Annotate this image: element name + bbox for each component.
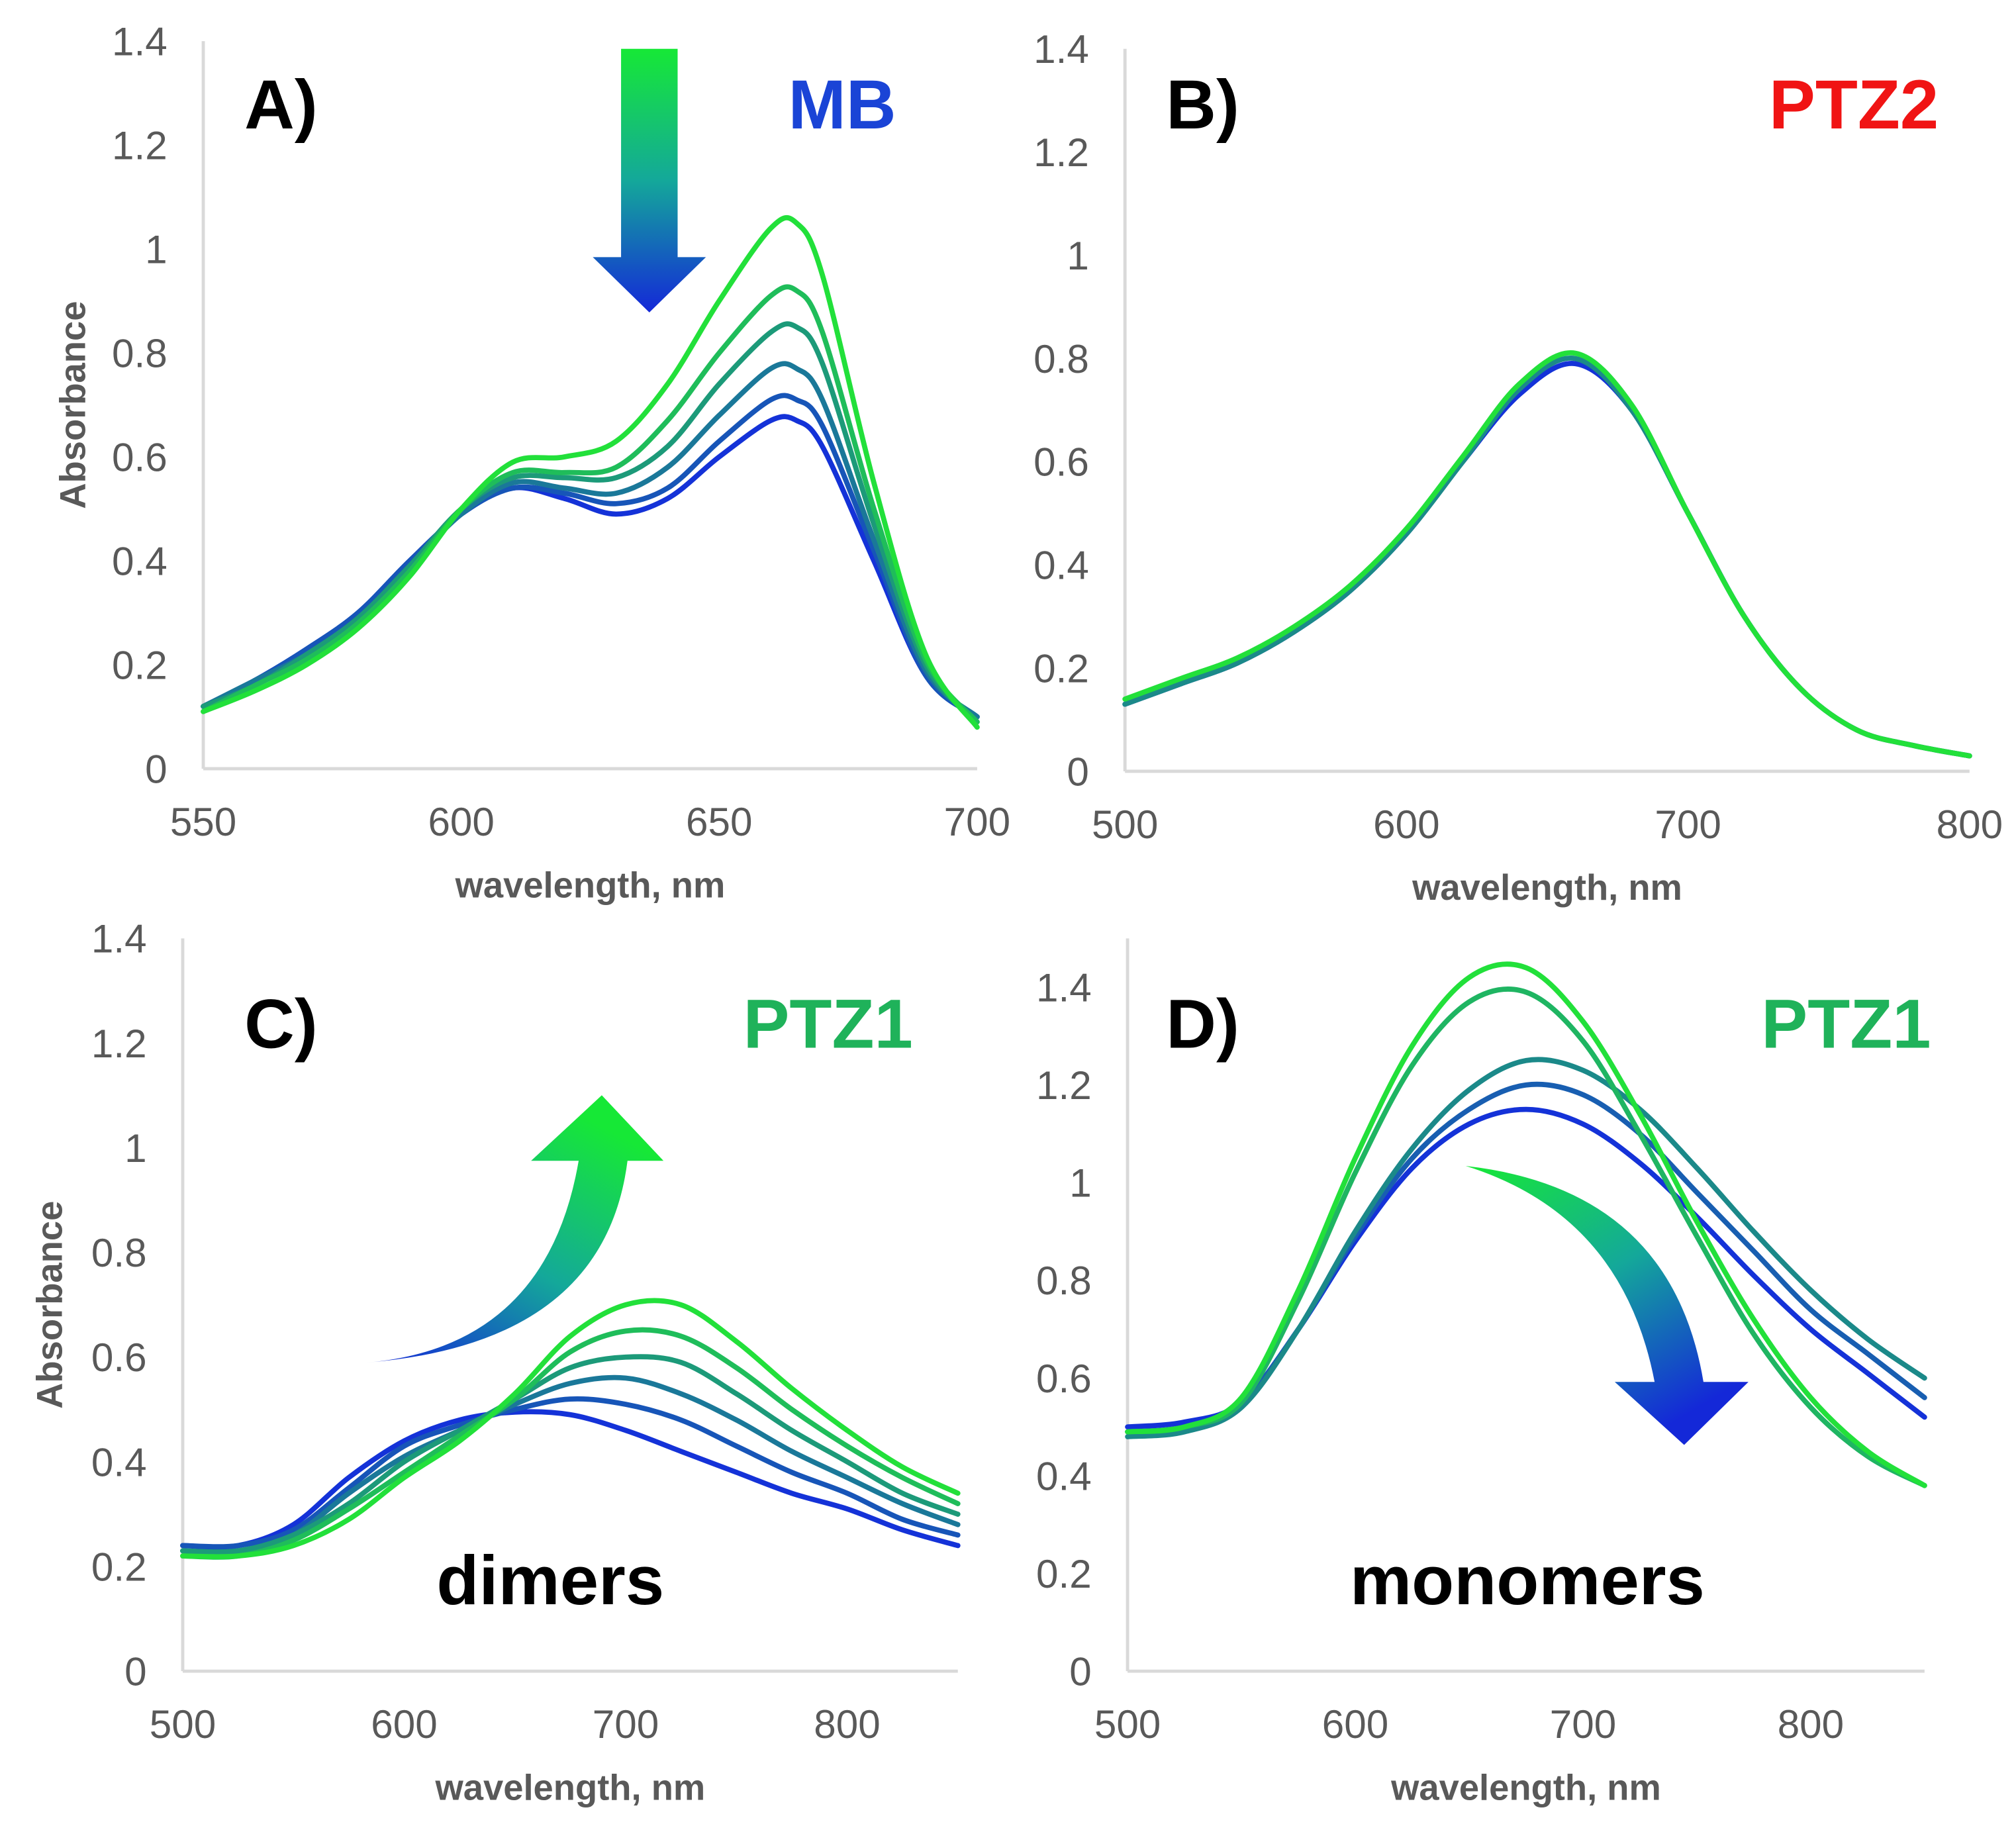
- x-tick-label: 700: [593, 1702, 659, 1747]
- y-axis-title: Absorbance: [29, 1201, 70, 1409]
- x-axis-title: wavelength, nm: [434, 1767, 705, 1807]
- series-line-2: [201, 284, 980, 725]
- y-tick-label: 0: [145, 747, 167, 791]
- x-tick-label: 500: [1094, 1702, 1161, 1747]
- y-tick-label: 1: [145, 227, 167, 271]
- y-tick-label: 1.2: [91, 1022, 147, 1066]
- y-axis-title: Absorbance: [52, 301, 93, 509]
- panel-b: 0 0.2 0.4 0.6 0.8 1 1.2 1.4 500 600 700 800 waveleng…: [1033, 27, 2003, 908]
- y-tick-label: 0.8: [1033, 337, 1089, 381]
- y-tick-label: 1.4: [1033, 27, 1089, 72]
- series-line-4: [1125, 1081, 1927, 1435]
- x-axis-title: wavelength, nm: [1390, 1767, 1661, 1807]
- y-tick-label: 0.2: [91, 1545, 147, 1589]
- x-axis-title: wavelength, nm: [455, 865, 726, 905]
- x-tick-label: 600: [1373, 802, 1439, 847]
- y-tick-label: 1: [1067, 234, 1088, 278]
- y-tick-label: 1.4: [91, 917, 147, 961]
- x-tick-label: 500: [150, 1702, 216, 1747]
- panel-label: D): [1166, 985, 1239, 1063]
- x-tick-label: 550: [170, 800, 236, 844]
- x-tick-label: 600: [428, 800, 494, 844]
- x-tick-label: 500: [1092, 802, 1158, 847]
- series-line-2: [1125, 986, 1927, 1488]
- panel-label: A): [244, 66, 318, 144]
- series-line-4: [201, 361, 980, 720]
- series-line-2: [180, 1327, 961, 1560]
- series-line-1: [1125, 961, 1927, 1488]
- panel-a: 0 0.2 0.4 0.6 0.8 1 1.2 1.4 550 600 650 700 waveleng…: [52, 19, 1010, 905]
- x-tick-label: 800: [1937, 802, 2003, 847]
- compound-title: PTZ1: [744, 985, 913, 1063]
- y-tick-label: 0.6: [1036, 1357, 1092, 1401]
- y-tick-label: 0.4: [91, 1440, 147, 1484]
- panel-c: 0 0.2 0.4 0.6 0.8 1 1.2 1.4 500 600 700 800 waveleng…: [29, 917, 961, 1807]
- x-axis-title: wavelength, nm: [1412, 867, 1682, 908]
- arrow-down-icon: [593, 48, 706, 313]
- x-tick-label: 800: [1778, 1702, 1844, 1747]
- compound-title: MB: [789, 66, 896, 144]
- series-line-1: [201, 215, 980, 730]
- compound-title: PTZ2: [1769, 66, 1939, 144]
- y-tick-label: 0.4: [1036, 1454, 1092, 1498]
- y-tick-label: 1.4: [112, 19, 168, 64]
- y-tick-label: 1.2: [1036, 1063, 1092, 1108]
- series-line-5: [180, 1396, 961, 1550]
- y-tick-label: 0: [1067, 749, 1088, 794]
- series-line-3: [1122, 361, 1972, 759]
- y-tick-label: 0.2: [1036, 1552, 1092, 1596]
- y-tick-label: 0.6: [1033, 440, 1089, 485]
- y-tick-label: 1: [1069, 1161, 1091, 1206]
- x-tick-label: 700: [944, 800, 1010, 844]
- series-line-5: [1125, 1106, 1927, 1430]
- x-tick-label: 800: [814, 1702, 880, 1747]
- annotation-label: dimers: [436, 1542, 664, 1619]
- curved-arrow-up-icon: [366, 1095, 664, 1363]
- y-tick-label: 0.2: [112, 643, 168, 687]
- curved-arrow-down-icon: [1465, 1166, 1749, 1445]
- y-tick-label: 0.4: [112, 539, 168, 583]
- y-tick-label: 0: [1069, 1649, 1091, 1694]
- compound-title: PTZ1: [1761, 985, 1931, 1063]
- series-line-1: [1122, 350, 1972, 759]
- x-tick-label: 650: [686, 800, 752, 844]
- series-line-3: [201, 321, 980, 725]
- y-tick-label: 0.6: [91, 1335, 147, 1380]
- y-tick-label: 1.4: [1036, 966, 1092, 1010]
- series-line-3: [1125, 1057, 1927, 1439]
- y-tick-label: 1.2: [1033, 130, 1089, 175]
- x-tick-label: 600: [1322, 1702, 1388, 1747]
- y-tick-label: 0.8: [112, 331, 168, 375]
- x-tick-label: 600: [371, 1702, 437, 1747]
- annotation-label: monomers: [1350, 1542, 1705, 1619]
- y-tick-label: 0: [124, 1649, 146, 1694]
- y-tick-label: 0.2: [1033, 646, 1089, 691]
- panel-label: C): [244, 985, 318, 1063]
- series-line-1: [180, 1298, 961, 1560]
- panel-d: 0 0.2 0.4 0.6 0.8 1 1.2 1.4 500 600 700 800 waveleng…: [1036, 938, 1931, 1807]
- series-line-5: [201, 393, 980, 720]
- series-line-6: [180, 1409, 961, 1550]
- y-tick-label: 0.8: [91, 1231, 147, 1275]
- panel-label: B): [1166, 66, 1239, 144]
- series-line-2: [1122, 355, 1972, 759]
- y-tick-label: 0.8: [1036, 1259, 1092, 1303]
- series-line-3: [180, 1354, 961, 1555]
- x-tick-label: 700: [1655, 802, 1721, 847]
- y-tick-label: 1: [124, 1126, 146, 1171]
- y-tick-label: 0.4: [1033, 544, 1089, 588]
- y-tick-label: 1.2: [112, 123, 168, 168]
- x-tick-label: 700: [1550, 1702, 1616, 1747]
- y-tick-label: 0.6: [112, 435, 168, 479]
